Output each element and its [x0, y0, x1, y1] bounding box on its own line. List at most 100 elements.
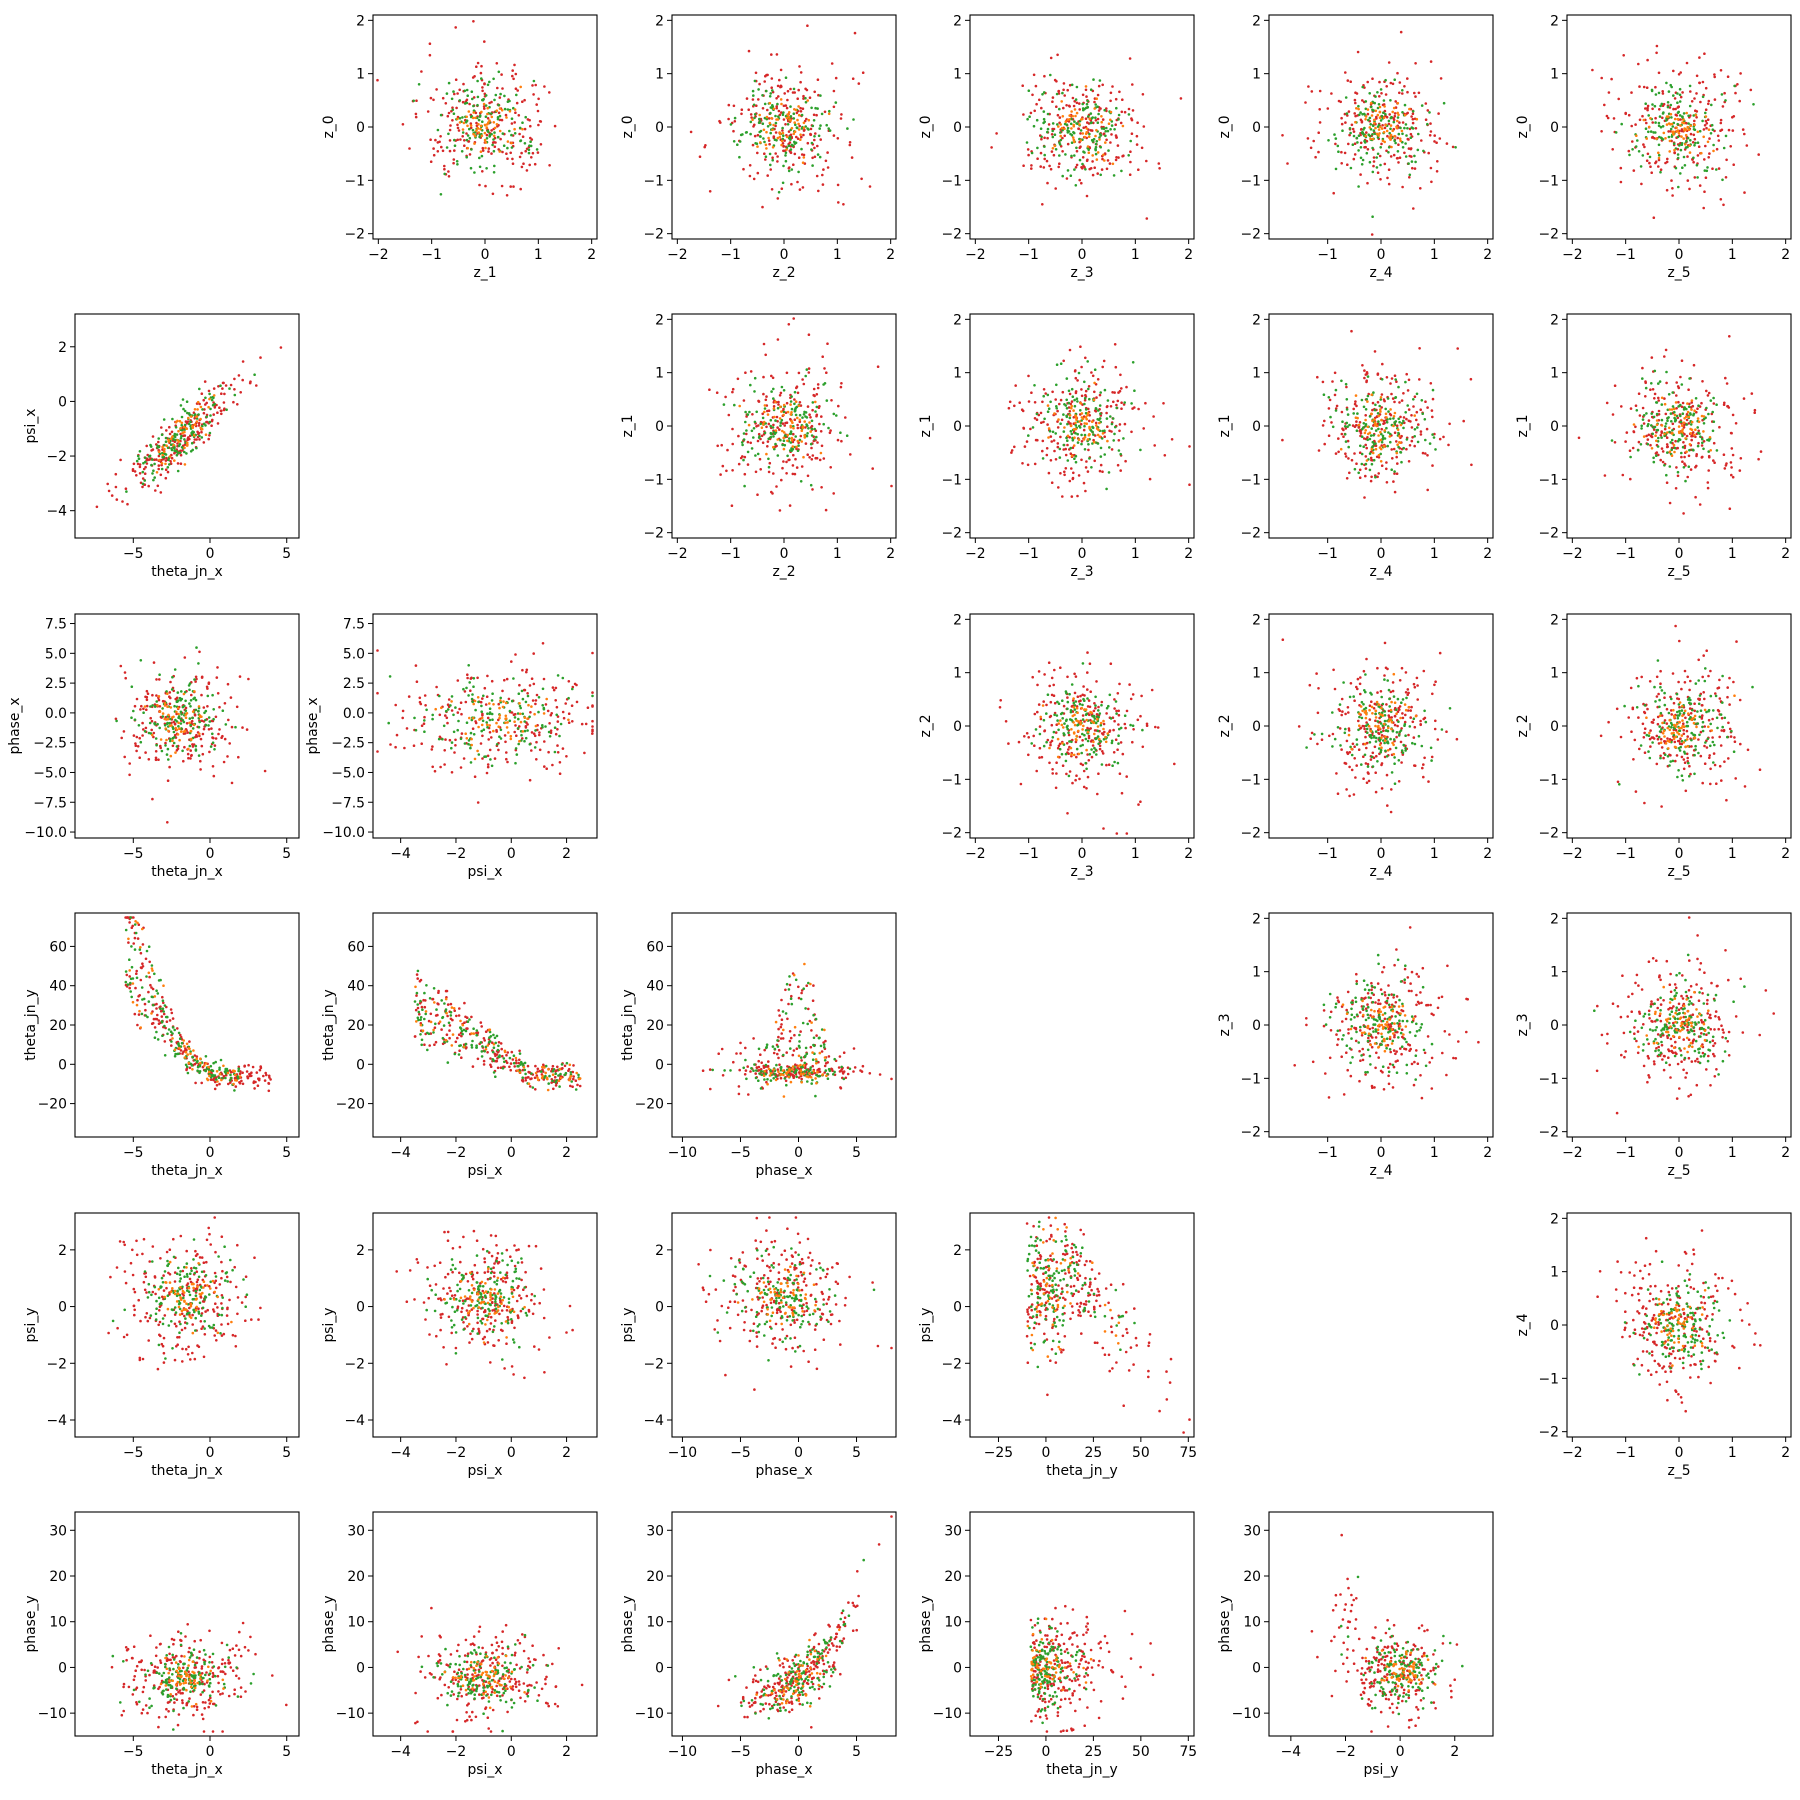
scatter-point [1677, 105, 1680, 108]
y-tick-label: 0.0 [45, 706, 67, 722]
scatter-point [1644, 102, 1647, 105]
scatter-point [1442, 101, 1446, 105]
scatter-point [772, 435, 775, 438]
scatter-point [481, 713, 484, 717]
scatter-point [828, 109, 831, 113]
scatter-point [757, 432, 761, 436]
y-tick-label: 0 [1550, 120, 1559, 136]
scatter-point [529, 140, 532, 143]
scatter-point [839, 385, 843, 389]
scatter-point [1098, 136, 1101, 139]
scatter-point [497, 111, 501, 115]
scatter-point [169, 460, 172, 463]
scatter-point [1345, 398, 1349, 401]
scatter-point [789, 133, 793, 137]
scatter-point [436, 128, 440, 132]
scatter-point [1062, 106, 1065, 110]
scatter-point [783, 443, 787, 447]
scatter-point [591, 691, 594, 694]
scatter-point [769, 106, 773, 109]
scatter-point [226, 682, 230, 686]
scatter-point [1067, 104, 1071, 108]
scatter-point [1611, 148, 1614, 151]
scatter-point [769, 418, 773, 422]
scatter-point [1377, 453, 1381, 457]
scatter-point [122, 730, 126, 733]
scatter-point [530, 156, 533, 159]
scatter-point [1411, 166, 1414, 170]
scatter-point [726, 448, 729, 452]
scatter-point [1385, 115, 1389, 119]
scatter-point [789, 115, 793, 118]
scatter-point [1113, 391, 1116, 394]
scatter-point [452, 161, 455, 165]
scatter-point [1426, 406, 1429, 409]
scatter-point [1081, 167, 1084, 170]
scatter-point [1380, 406, 1383, 409]
scatter-point [224, 384, 228, 387]
scatter-point [1402, 416, 1406, 419]
scatter-point [813, 90, 816, 94]
scatter-point [1376, 475, 1379, 479]
scatter-point [689, 130, 693, 134]
scatter-point [1100, 127, 1104, 130]
scatter-point [476, 95, 480, 99]
scatter-point [1657, 158, 1661, 162]
scatter-point [1033, 384, 1036, 387]
scatter-point [179, 462, 183, 466]
scatter-point [1111, 162, 1115, 166]
scatter-point [1033, 417, 1037, 420]
scatter-point [173, 451, 176, 455]
scatter-point [791, 445, 795, 448]
scatter-point [1013, 445, 1016, 449]
y-axis-label: z_0 [620, 115, 636, 138]
scatter-point [527, 151, 531, 155]
scatter-point [233, 388, 236, 391]
scatter-point [207, 728, 211, 731]
scatter-point [482, 105, 486, 108]
scatter-point [836, 183, 840, 187]
scatter-point [810, 446, 813, 450]
scatter-point [218, 728, 221, 731]
scatter-point [1370, 462, 1374, 466]
scatter-point [792, 426, 795, 430]
scatter-point [1059, 138, 1063, 142]
scatter-point [1344, 440, 1348, 443]
scatter-point [769, 424, 772, 428]
scatter-point [793, 472, 797, 476]
scatter-point [1375, 132, 1379, 136]
scatter-point [1127, 154, 1130, 157]
scatter-point [508, 129, 511, 133]
scatter-point [1042, 121, 1045, 125]
scatter-point [721, 464, 725, 468]
scatter-point [1712, 402, 1716, 405]
scatter-point [1334, 137, 1338, 140]
scatter-point [1066, 118, 1070, 121]
scatter-point [1375, 455, 1379, 459]
scatter-point [1693, 97, 1696, 100]
scatter-point [1127, 113, 1131, 116]
scatter-point [1392, 417, 1395, 420]
scatter-point [198, 720, 201, 724]
scatter-point [448, 149, 452, 153]
scatter-point [1073, 404, 1077, 408]
scatter-point [1702, 430, 1705, 433]
scatter-point [1389, 81, 1393, 85]
scatter-point [483, 686, 487, 690]
scatter-point [1369, 123, 1372, 126]
scatter-point [1117, 439, 1121, 442]
scatter-point [1379, 88, 1383, 91]
scatter-point [1401, 89, 1404, 92]
scatter-point [1379, 398, 1382, 401]
scatter-point [1087, 148, 1090, 151]
scatter-point [1082, 438, 1086, 441]
scatter-point [1045, 453, 1049, 457]
scatter-point [1364, 408, 1368, 411]
scatter-point [154, 750, 158, 753]
scatter-point [1085, 127, 1089, 130]
scatter-point [789, 430, 793, 433]
scatter-point [832, 89, 836, 93]
scatter-point [1087, 407, 1090, 411]
scatter-point [786, 98, 789, 102]
scatter-point [1619, 166, 1623, 170]
